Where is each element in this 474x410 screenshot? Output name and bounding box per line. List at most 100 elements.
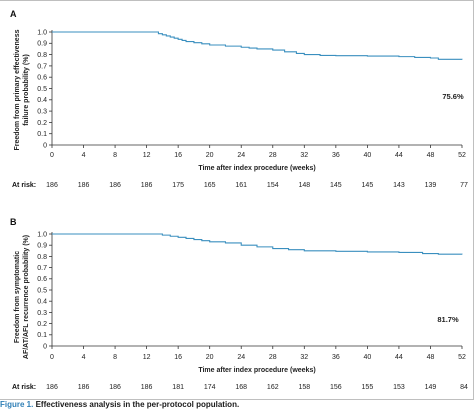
at-risk-value: 161: [235, 182, 247, 189]
at-risk-value: 186: [141, 182, 153, 189]
at-risk-value: 139: [425, 182, 437, 189]
at-risk-value: 186: [78, 182, 90, 189]
panel-b: B Freedom from symptomatic AF/AT/AFL rec…: [10, 217, 468, 391]
x-tick-label: 28: [269, 354, 277, 361]
x-tick-label: 44: [395, 354, 403, 361]
y-tick-label: 0.2: [37, 321, 47, 328]
y-tick-label: 0.2: [37, 120, 47, 127]
y-tick-label: 0.7: [37, 265, 47, 272]
at-risk-value: 143: [393, 182, 405, 189]
at-risk-value: 84: [460, 384, 468, 391]
x-tick-label: 24: [237, 152, 245, 159]
at-risk-value: 165: [204, 182, 216, 189]
tick-labels: 00.10.20.30.40.50.60.70.80.91.00 4 8 12 16 20…: [37, 231, 466, 361]
panel-label: B: [10, 217, 17, 227]
y-tick-label: 0.4: [37, 299, 47, 306]
at-risk-value: 174: [204, 384, 216, 391]
y-tick-label: 0.8: [37, 254, 47, 261]
x-tick-label: 4: [82, 152, 86, 159]
at-risk-value: 145: [362, 182, 374, 189]
y-tick-label: 1.0: [37, 29, 47, 36]
x-tick-label: 4: [82, 354, 86, 361]
x-tick-label: 0: [50, 354, 54, 361]
x-tick-label: 8: [113, 152, 117, 159]
panel-a: A Freedom from primary effectiveness fai…: [10, 9, 468, 189]
at-risk-value: 158: [298, 384, 310, 391]
x-tick-label: 24: [237, 354, 245, 361]
at-risk-value: 153: [393, 384, 405, 391]
at-risk-value: 186: [109, 182, 121, 189]
y-tick-label: 0.4: [37, 97, 47, 104]
figure-number: Figure 1.: [0, 400, 34, 409]
at-risk-value: 168: [235, 384, 247, 391]
x-tick-label: 40: [363, 152, 371, 159]
at-risk-value: 186: [141, 384, 153, 391]
y-tick-label: 1.0: [37, 231, 47, 238]
at-risk-value: 186: [78, 384, 90, 391]
x-tick-label: 52: [458, 354, 466, 361]
at-risk-value: 148: [298, 182, 310, 189]
at-risk-label: At risk:: [12, 384, 36, 391]
y-tick-label: 0.7: [37, 63, 47, 70]
y-tick-label: 0: [43, 142, 47, 149]
x-tick-label: 0: [50, 152, 54, 159]
at-risk-value: 154: [267, 182, 279, 189]
at-risk-value: 155: [362, 384, 374, 391]
y-axis-label-line-2: failure probability (%): [23, 54, 30, 126]
at-risk-value: 162: [267, 384, 279, 391]
end-value-label: 81.7%: [437, 315, 459, 324]
y-axis-label-line-2: AF/AT/AFL recurrence probability (%): [23, 235, 30, 359]
at-risk-value: 186: [46, 182, 58, 189]
km-curve: [52, 31, 463, 60]
x-axis-label: Time after index procedure (weeks): [198, 367, 315, 374]
x-tick-label: 32: [300, 354, 308, 361]
y-tick-label: 0.5: [37, 86, 47, 93]
at-risk-value: 175: [172, 182, 184, 189]
x-axis-label: Time after index procedure (weeks): [198, 165, 315, 172]
at-risk-row: 186 186 186 186 175 165 161 154 148 145 145 143 139 7…: [46, 182, 468, 189]
tick-marks: [49, 31, 463, 148]
axes: [51, 30, 462, 146]
y-tick-label: 0.1: [37, 131, 47, 138]
at-risk-label: At risk:: [12, 182, 36, 189]
x-tick-label: 8: [113, 354, 117, 361]
x-tick-label: 12: [143, 152, 151, 159]
at-risk-value: 149: [425, 384, 437, 391]
tick-labels: 0 0.1 0.2 0.3 0.4 0.5 0.6 0.7 0.8 0.9 1.0 0 4 8 12 16 20…: [37, 29, 466, 159]
x-tick-label: 32: [300, 152, 308, 159]
at-risk-value: 186: [109, 384, 121, 391]
y-tick-label: 0.9: [37, 41, 47, 48]
x-tick-label: 16: [174, 152, 182, 159]
y-axis-label-line-1: Freedom from primary effectiveness: [14, 29, 21, 150]
caption-text: Effectiveness analysis in the per-protoc…: [35, 400, 240, 409]
y-tick-label: 0.6: [37, 276, 47, 283]
x-tick-label: 28: [269, 152, 277, 159]
tick-marks: [49, 233, 463, 349]
y-tick-label: 0.9: [37, 243, 47, 250]
x-tick-label: 36: [332, 152, 340, 159]
y-tick-label: 0.1: [37, 332, 47, 339]
km-curve: [52, 233, 463, 255]
at-risk-value: 77: [460, 182, 468, 189]
x-tick-label: 20: [206, 152, 214, 159]
at-risk-value: 145: [330, 182, 342, 189]
at-risk-value: 156: [330, 384, 342, 391]
x-tick-label: 36: [332, 354, 340, 361]
x-tick-label: 48: [427, 354, 435, 361]
x-tick-label: 16: [174, 354, 182, 361]
figure-canvas: A Freedom from primary effectiveness fai…: [0, 0, 474, 400]
y-tick-label: 0.6: [37, 75, 47, 82]
y-tick-label: 0.8: [37, 52, 47, 59]
figure-caption: Figure 1. Effectiveness analysis in the …: [0, 400, 474, 410]
y-tick-label: 0.3: [37, 109, 47, 116]
x-tick-label: 44: [395, 152, 403, 159]
y-tick-label: 0: [43, 343, 47, 350]
at-risk-value: 186: [46, 384, 58, 391]
y-tick-label: 0.3: [37, 310, 47, 317]
at-risk-row: 186 186 186 186 181 174 168 162 158 156 155 153 149 8…: [46, 384, 468, 391]
x-tick-label: 20: [206, 354, 214, 361]
x-tick-label: 40: [363, 354, 371, 361]
panel-label: A: [10, 9, 17, 19]
x-tick-label: 12: [143, 354, 151, 361]
y-axis-label-line-1: Freedom from symptomatic: [14, 251, 21, 343]
